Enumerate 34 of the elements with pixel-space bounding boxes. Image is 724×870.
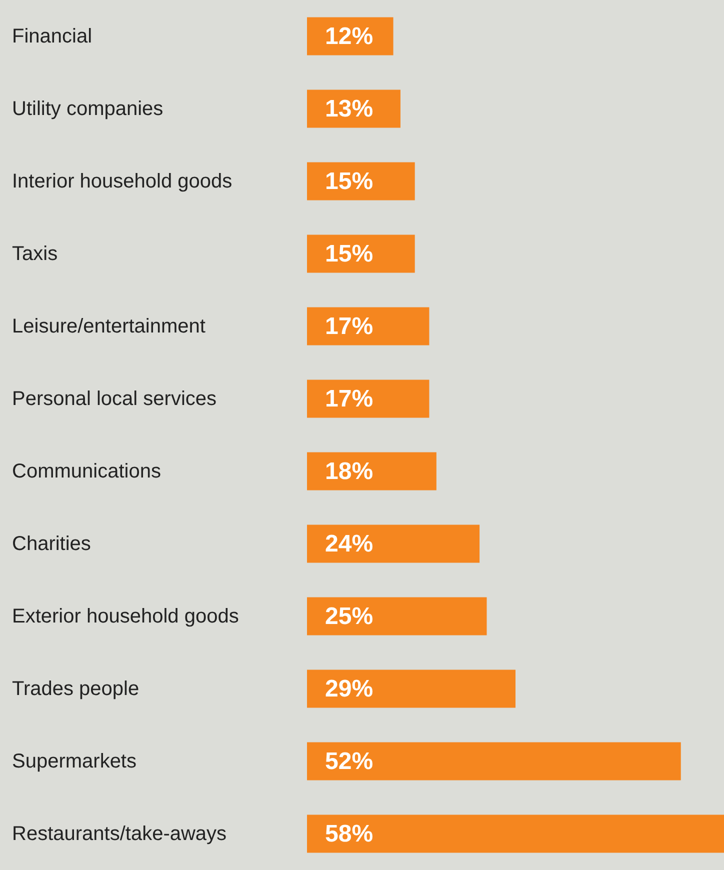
y-tick-label: Interior household goods xyxy=(12,170,232,192)
bar xyxy=(307,742,681,780)
y-tick-label: Restaurants/take-aways xyxy=(12,822,227,845)
data-label: 29% xyxy=(325,675,374,702)
data-label: 17% xyxy=(325,312,374,340)
y-tick-label: Utility companies xyxy=(12,98,164,120)
data-label: 58% xyxy=(325,820,374,848)
bar xyxy=(307,814,724,853)
bar xyxy=(307,452,436,490)
data-label: 15% xyxy=(325,240,374,268)
y-tick-label: Charities xyxy=(12,532,91,555)
y-tick-label: Leisure/entertainment xyxy=(12,315,206,338)
data-label: 13% xyxy=(325,95,374,122)
y-tick-label: Taxis xyxy=(12,242,58,265)
bar xyxy=(307,597,487,636)
data-label: 25% xyxy=(325,602,374,630)
data-label: 24% xyxy=(325,530,374,558)
data-label: 17% xyxy=(325,385,374,412)
y-tick-label: Exterior household goods xyxy=(12,605,239,628)
y-tick-label: Personal local services xyxy=(12,388,217,410)
y-tick-label: Supermarkets xyxy=(12,750,136,772)
bar xyxy=(307,524,480,563)
bar xyxy=(307,380,430,418)
y-tick-label: Trades people xyxy=(12,678,140,700)
bar xyxy=(307,670,516,708)
data-label: 15% xyxy=(325,168,374,195)
data-label: 52% xyxy=(325,748,374,775)
bar xyxy=(307,162,415,200)
y-tick-label: Communications xyxy=(12,460,161,482)
data-label: 12% xyxy=(325,22,374,50)
bar xyxy=(307,307,430,346)
y-tick-label: Financial xyxy=(12,25,92,48)
bar xyxy=(307,234,415,273)
data-label: 18% xyxy=(325,458,374,485)
